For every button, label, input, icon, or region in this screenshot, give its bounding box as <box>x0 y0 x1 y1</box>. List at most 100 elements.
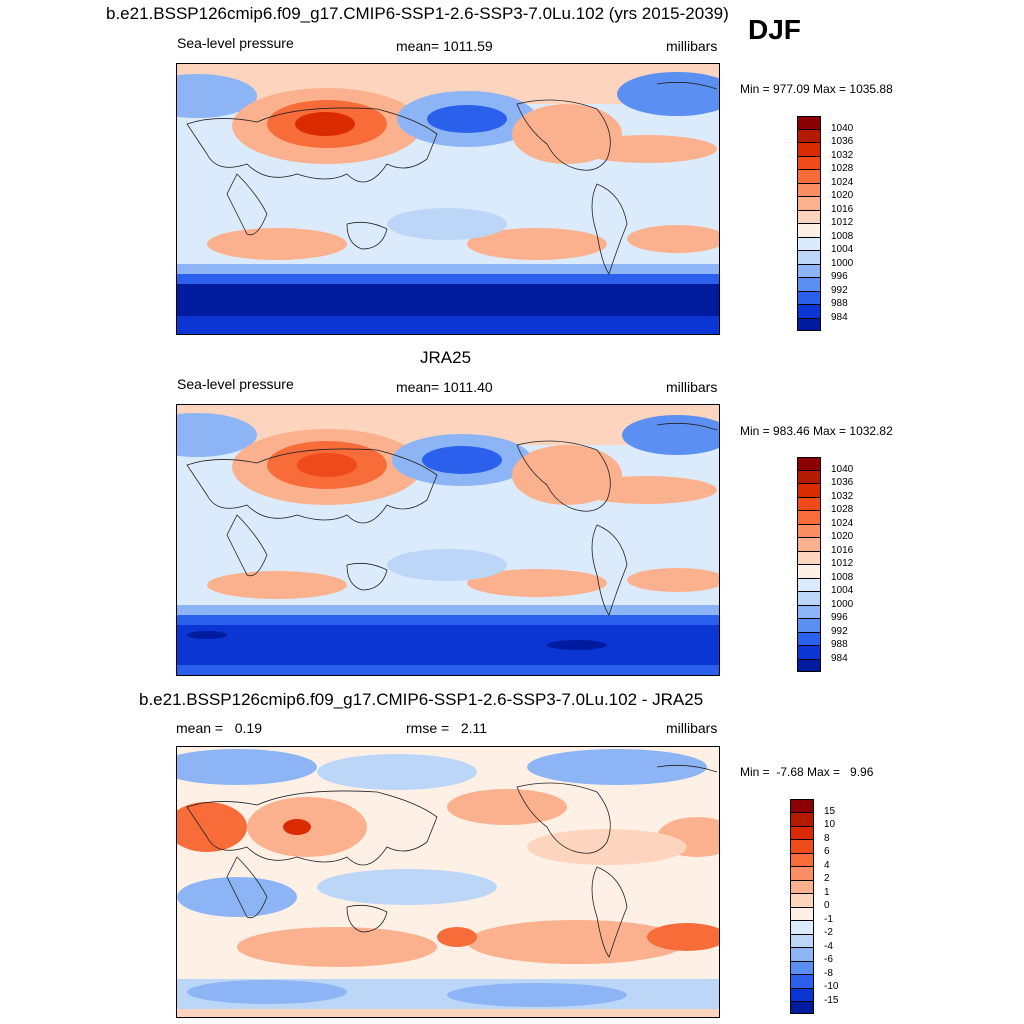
colorbar-box <box>797 470 821 483</box>
colorbar-label: -15 <box>824 995 839 1006</box>
colorbar-label: 1028 <box>831 163 854 174</box>
panel1-left-label: Sea-level pressure <box>177 35 294 51</box>
colorbar-box <box>797 457 821 470</box>
colorbar-box <box>790 812 814 826</box>
panel3-units-label: millibars <box>666 720 718 736</box>
colorbar-label: 6 <box>824 846 830 857</box>
colorbar-box <box>790 920 814 934</box>
colorbar-box <box>797 483 821 497</box>
colorbar-box <box>797 537 821 551</box>
colorbar-label: 4 <box>824 860 830 871</box>
colorbar-box <box>797 196 821 210</box>
colorbar-label: 1020 <box>831 190 854 201</box>
panel2-map <box>176 404 720 676</box>
panel1-minmax: Min = 977.09 Max = 1035.88 <box>740 82 893 96</box>
colorbar-box <box>797 223 821 237</box>
colorbar-box <box>790 880 814 893</box>
colorbar-label: -2 <box>824 927 833 938</box>
colorbar-label: 1040 <box>831 464 854 475</box>
panel2-title: JRA25 <box>420 348 472 367</box>
colorbar-box <box>790 947 814 961</box>
colorbar-label: 1012 <box>831 217 854 228</box>
colorbar-box <box>797 318 821 331</box>
colorbar-label: 1008 <box>831 231 854 242</box>
colorbar-label: -8 <box>824 968 833 979</box>
panel3-map <box>176 746 720 1018</box>
colorbar-box <box>797 142 821 156</box>
colorbar-label: 1024 <box>831 177 854 188</box>
colorbar-box <box>790 893 814 907</box>
colorbar-box <box>797 156 821 169</box>
colorbar-box <box>790 839 814 853</box>
colorbar-label: 1000 <box>831 258 854 269</box>
colorbar-label: 1024 <box>831 518 854 529</box>
panel2-minmax: Min = 983.46 Max = 1032.82 <box>740 424 893 438</box>
colorbar-label: -6 <box>824 954 833 965</box>
colorbar-label: 15 <box>824 806 836 817</box>
colorbar-box <box>790 853 814 866</box>
colorbar-label: -10 <box>824 981 839 992</box>
panel2-mean-label: mean= 1011.40 <box>396 379 493 395</box>
colorbar-label: 1012 <box>831 558 854 569</box>
panel3-minmax: Min = -7.68 Max = 9.96 <box>740 765 874 779</box>
colorbar-label: 1008 <box>831 572 854 583</box>
colorbar-box <box>797 605 821 618</box>
colorbar-box <box>797 510 821 524</box>
panel2-contour-field <box>177 405 719 675</box>
colorbar-box <box>790 988 814 1001</box>
colorbar-box <box>797 659 821 672</box>
colorbar-label: 1020 <box>831 531 854 542</box>
colorbar-box <box>790 866 814 880</box>
colorbar-box <box>797 237 821 250</box>
panel1-title: b.e21.BSSP126cmip6.f09_g17.CMIP6-SSP1-2.… <box>106 4 729 23</box>
colorbar-label: 992 <box>831 626 848 637</box>
panel1-units-label: millibars <box>666 38 718 54</box>
colorbar-box <box>797 291 821 304</box>
colorbar-box <box>790 826 814 839</box>
colorbar-label: 1040 <box>831 123 854 134</box>
colorbar-label: 1036 <box>831 136 854 147</box>
colorbar-label: 0 <box>824 900 830 911</box>
colorbar-label: 1016 <box>831 545 854 556</box>
colorbar-label: 984 <box>831 312 848 323</box>
colorbar-box <box>797 551 821 564</box>
colorbar-box <box>797 116 821 129</box>
colorbar-label: 1000 <box>831 599 854 610</box>
colorbar-box <box>797 578 821 591</box>
colorbar-label: 1 <box>824 887 830 898</box>
colorbar-label: 1036 <box>831 477 854 488</box>
colorbar-box <box>797 264 821 277</box>
colorbar-box <box>797 645 821 659</box>
colorbar-box <box>797 169 821 183</box>
colorbar-box <box>790 974 814 988</box>
colorbar-box <box>790 934 814 947</box>
colorbar-label: 992 <box>831 285 848 296</box>
colorbar-box <box>797 632 821 645</box>
panel3-mean-label: mean = 0.19 <box>176 720 263 736</box>
colorbar-box <box>797 250 821 264</box>
colorbar-box <box>797 277 821 291</box>
colorbar-box <box>797 183 821 196</box>
colorbar-box <box>790 907 814 920</box>
panel3-contour-field <box>177 747 719 1017</box>
panel2-left-label: Sea-level pressure <box>177 376 294 392</box>
colorbar-label: 8 <box>824 833 830 844</box>
colorbar-box <box>797 564 821 578</box>
colorbar-label: 10 <box>824 819 836 830</box>
colorbar-label: 1028 <box>831 504 854 515</box>
colorbar-label: -1 <box>824 914 833 925</box>
season-label: DJF <box>748 14 801 45</box>
colorbar-label: 984 <box>831 653 848 664</box>
colorbar-box <box>790 961 814 974</box>
colorbar-box <box>797 591 821 605</box>
colorbar-box <box>797 129 821 142</box>
panel1-mean-label: mean= 1011.59 <box>396 38 493 54</box>
panel3-rmse-label: rmse = 2.11 <box>406 720 488 736</box>
colorbar-label: 988 <box>831 298 848 309</box>
colorbar-box <box>797 210 821 223</box>
colorbar-box <box>797 497 821 510</box>
colorbar-label: 988 <box>831 639 848 650</box>
colorbar-label: 996 <box>831 612 848 623</box>
panel2-units-label: millibars <box>666 379 718 395</box>
colorbar-label: -4 <box>824 941 833 952</box>
